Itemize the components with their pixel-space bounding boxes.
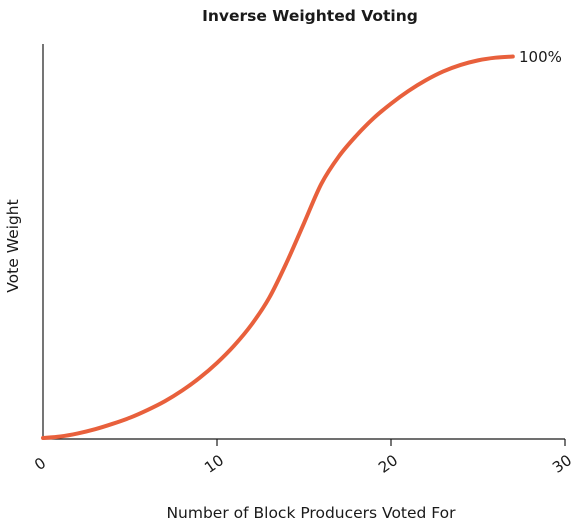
end-value-label: 100% xyxy=(519,48,562,66)
series-line xyxy=(41,54,515,440)
x-ticks: 0 10 20 30 xyxy=(31,439,575,477)
x-axis-label: Number of Block Producers Voted For xyxy=(166,504,456,522)
x-tick-label: 30 xyxy=(549,451,575,477)
x-tick-label: 10 xyxy=(201,451,227,477)
chart-title: Inverse Weighted Voting xyxy=(202,7,418,25)
series-layer xyxy=(41,54,515,440)
x-tick-label: 0 xyxy=(31,454,49,474)
x-tick-label: 20 xyxy=(375,451,401,477)
y-axis-label: Vote Weight xyxy=(4,199,22,292)
